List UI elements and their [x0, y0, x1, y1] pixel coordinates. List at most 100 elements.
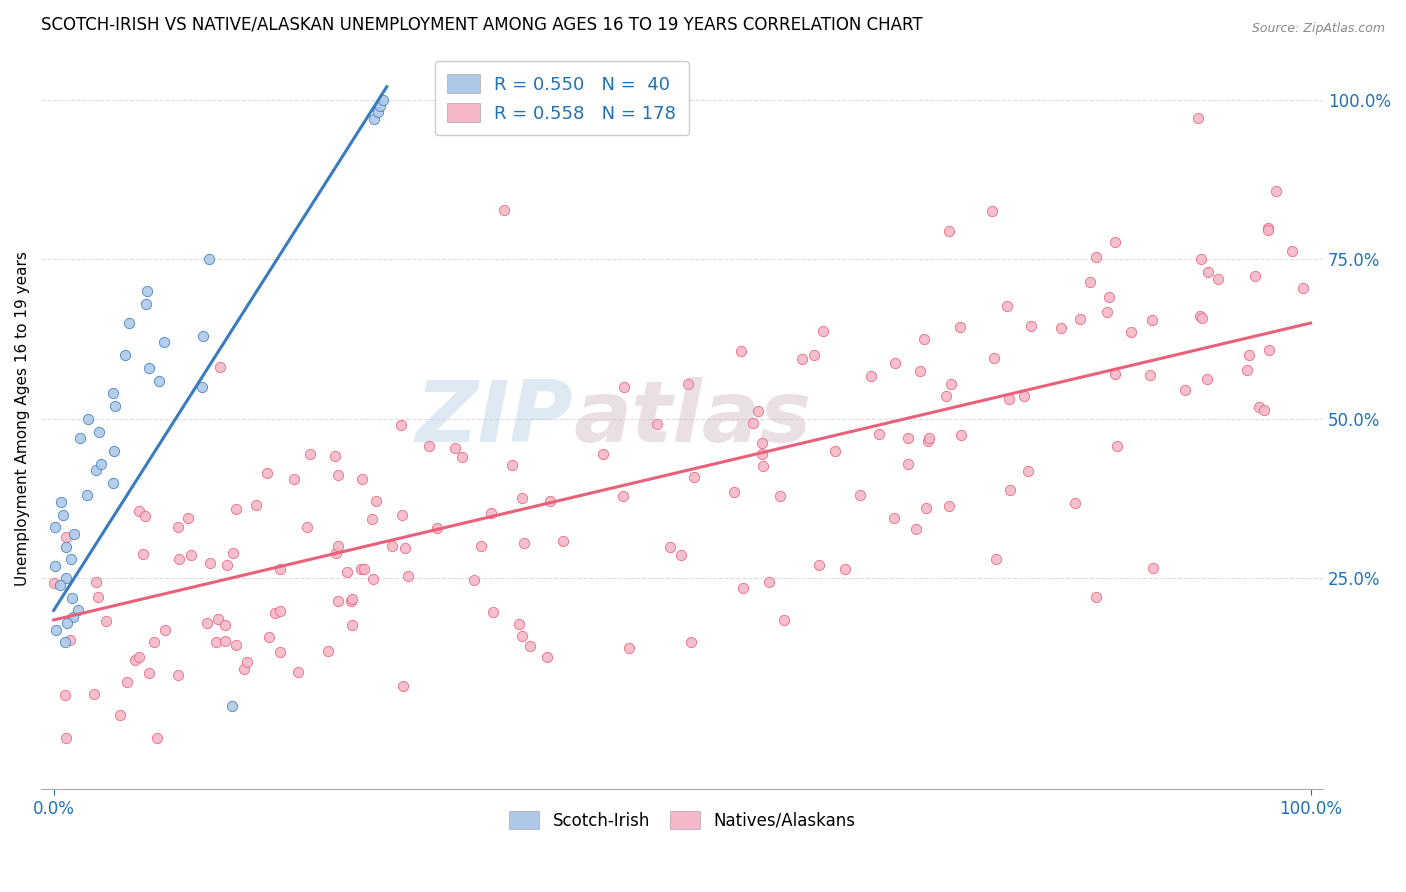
Point: [104, 399, 127, 413]
Point: [115, 674, 138, 689]
Point: [418, 439, 440, 453]
Point: [1069, 311, 1091, 326]
Point: [1064, 496, 1087, 510]
Point: [1014, 389, 1036, 403]
Point: [342, 617, 364, 632]
Point: [998, 392, 1021, 406]
Point: [360, 512, 382, 526]
Point: [55, 731, 77, 746]
Point: [723, 484, 745, 499]
Point: [1174, 383, 1197, 397]
Point: [426, 521, 449, 535]
Point: [1187, 111, 1209, 125]
Point: [470, 539, 492, 553]
Point: [1281, 244, 1303, 258]
Point: [1197, 265, 1219, 279]
Point: [1265, 184, 1288, 198]
Point: [1206, 271, 1229, 285]
Point: [391, 679, 413, 693]
Point: [49, 578, 72, 592]
Point: [214, 618, 236, 632]
Point: [553, 534, 575, 549]
Point: [325, 449, 347, 463]
Point: [396, 569, 419, 583]
Point: [592, 447, 614, 461]
Point: [103, 443, 125, 458]
Point: [1236, 362, 1258, 376]
Point: [259, 630, 281, 644]
Point: [1292, 281, 1315, 295]
Point: [463, 573, 485, 587]
Point: [76, 488, 98, 502]
Point: [221, 699, 243, 714]
Point: [67, 603, 90, 617]
Point: [824, 444, 846, 458]
Point: [90, 457, 112, 471]
Point: [918, 432, 941, 446]
Point: [981, 204, 1004, 219]
Point: [769, 489, 792, 503]
Point: [128, 650, 150, 665]
Point: [367, 105, 389, 120]
Point: [269, 604, 291, 618]
Point: [101, 475, 124, 490]
Point: [55, 540, 77, 554]
Text: Source: ZipAtlas.com: Source: ZipAtlas.com: [1251, 22, 1385, 36]
Point: [1140, 313, 1163, 327]
Point: [645, 417, 668, 431]
Point: [60, 591, 83, 605]
Point: [76, 412, 98, 426]
Point: [214, 633, 236, 648]
Point: [619, 640, 641, 655]
Point: [128, 504, 150, 518]
Point: [912, 332, 935, 346]
Point: [1257, 223, 1279, 237]
Point: [1258, 343, 1281, 357]
Point: [773, 613, 796, 627]
Point: [508, 617, 530, 632]
Point: [669, 549, 692, 563]
Point: [55, 572, 77, 586]
Point: [811, 324, 834, 338]
Point: [328, 539, 350, 553]
Point: [742, 417, 765, 431]
Point: [948, 320, 970, 334]
Point: [191, 380, 214, 394]
Point: [883, 511, 905, 525]
Point: [166, 520, 188, 534]
Point: [108, 707, 131, 722]
Point: [1139, 368, 1161, 383]
Point: [1257, 221, 1279, 235]
Point: [63, 526, 86, 541]
Point: [198, 556, 221, 570]
Point: [540, 494, 562, 508]
Point: [138, 360, 160, 375]
Point: [1098, 290, 1121, 304]
Point: [209, 360, 232, 375]
Text: ZIP: ZIP: [416, 377, 574, 460]
Point: [1085, 250, 1108, 264]
Point: [96, 614, 118, 628]
Point: [950, 428, 973, 442]
Point: [450, 450, 472, 464]
Point: [984, 552, 1007, 566]
Point: [1189, 309, 1212, 323]
Point: [142, 635, 165, 649]
Point: [124, 653, 146, 667]
Point: [225, 638, 247, 652]
Point: [758, 574, 780, 589]
Point: [389, 417, 412, 432]
Point: [1247, 400, 1270, 414]
Point: [342, 591, 364, 606]
Point: [612, 489, 634, 503]
Point: [83, 687, 105, 701]
Point: [55, 531, 77, 545]
Point: [381, 540, 404, 554]
Point: [339, 594, 361, 608]
Point: [1191, 252, 1213, 267]
Point: [444, 441, 467, 455]
Point: [1243, 269, 1265, 284]
Point: [53, 688, 76, 702]
Text: SCOTCH-IRISH VS NATIVE/ALASKAN UNEMPLOYMENT AMONG AGES 16 TO 19 YEARS CORRELATIO: SCOTCH-IRISH VS NATIVE/ALASKAN UNEMPLOYM…: [41, 15, 922, 33]
Point: [751, 436, 773, 450]
